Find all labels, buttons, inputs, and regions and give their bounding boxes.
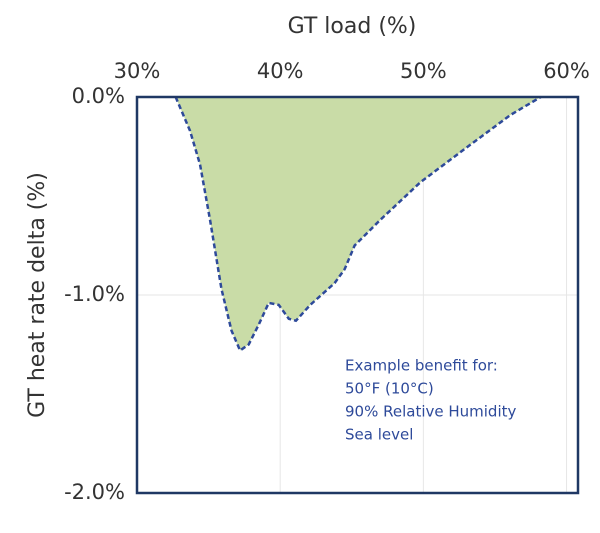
annotation: Sea level — [345, 426, 413, 444]
annotation: 90% Relative Humidity — [345, 403, 517, 421]
y-tick-label: -1.0% — [64, 282, 125, 306]
area — [175, 97, 541, 351]
x-tick-label: 30% — [114, 59, 161, 83]
plot-frame — [135, 95, 580, 495]
y-axis-label: GT heat rate delta (%) — [25, 172, 50, 418]
annotation: 50°F (10°C) — [345, 380, 434, 398]
x-tick-label: 60% — [543, 59, 590, 83]
y-tick-label: 0.0% — [72, 84, 125, 108]
y-tick-label: -2.0% — [64, 480, 125, 504]
annotation: Example benefit for: — [345, 357, 498, 375]
chart-title: GT load (%) — [288, 14, 417, 39]
x-tick-label: 50% — [400, 59, 447, 83]
line — [174, 95, 542, 353]
x-tick-label: 40% — [257, 59, 304, 83]
